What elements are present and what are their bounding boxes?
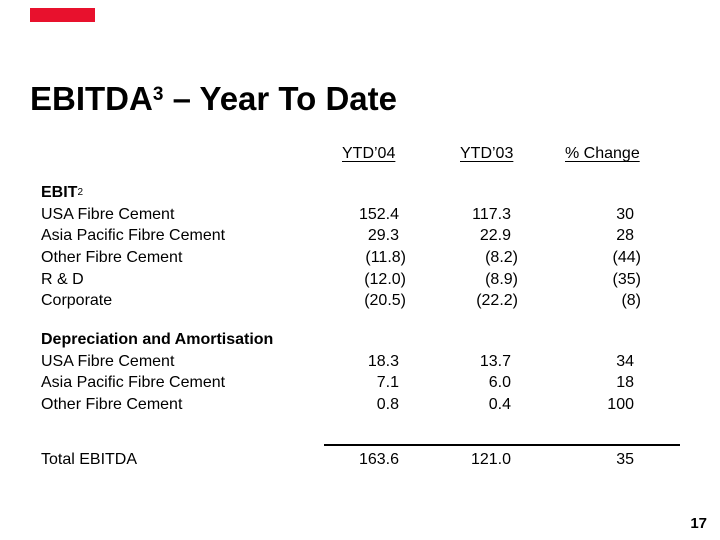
row-label: Other Fibre Cement [41,249,183,267]
total-row: Total EBITDA 163.6 121.0 35 [41,449,641,471]
value-ytd04: (12.0) [315,269,406,291]
value-ytd04: 7.1 [315,372,406,394]
value-text: (12.0) [364,270,406,288]
value-text: (22.2) [476,292,518,310]
value-text: 0.8 [376,396,399,414]
total-divider-line [324,444,680,446]
value-text: 117.3 [472,205,511,223]
table-row: USA Fibre Cement 152.4 117.3 30 [41,204,641,226]
value-text: (11.8) [365,249,406,267]
value-text: 6.0 [488,374,511,392]
row-label: Asia Pacific Fibre Cement [41,374,226,392]
row-label: USA Fibre Cement [41,352,175,370]
value-ytd03: 117.3 [406,204,518,226]
column-header-ytd03: YTD’03 [460,145,514,162]
section-rows: USA Fibre Cement 152.4 117.3 30 Asia Pac… [41,204,641,312]
value-pct-change: 34 [518,351,641,373]
row-label: Asia Pacific Fibre Cement [41,227,226,245]
table-row: Corporate (20.5) (22.2) (8) [41,290,641,312]
value-text: (8.9) [485,270,518,288]
value-ytd04: 163.6 [315,449,406,471]
value-text: 29.3 [367,227,399,245]
value-ytd03: (8.2) [406,247,518,269]
total-row-container: Total EBITDA 163.6 121.0 35 [41,449,641,471]
value-text: (8) [621,292,641,310]
value-ytd03: (8.9) [406,269,518,291]
value-text: (44) [612,249,641,267]
page-number: 17 [690,515,707,532]
value-ytd03: 121.0 [406,449,518,471]
value-text: 163.6 [358,451,399,468]
value-pct-change: 30 [518,204,641,226]
section-heading: Depreciation and Amortisation [41,329,641,351]
section-heading-text: EBIT [41,184,78,201]
value-ytd04: 0.8 [315,394,406,416]
value-text: 152.4 [358,205,399,223]
value-ytd04: 29.3 [315,225,406,247]
table-row: Other Fibre Cement (11.8) (8.2) (44) [41,247,641,269]
slide-accent-bar [30,8,95,22]
value-text: 35 [616,451,634,468]
value-text: 18 [616,374,634,392]
value-ytd03: 22.9 [406,225,518,247]
table-row: Other Fibre Cement 0.8 0.4 100 [41,394,641,416]
value-text: (35) [612,270,641,288]
row-label: USA Fibre Cement [41,205,175,223]
title-suffix: – Year To Date [163,80,397,117]
value-text: (8.2) [485,249,518,267]
value-text: 28 [616,227,634,245]
value-text: 22.9 [479,227,511,245]
table-row: Asia Pacific Fibre Cement 7.1 6.0 18 [41,372,641,394]
title-text: EBITDA [30,80,153,117]
value-ytd03: (22.2) [406,290,518,312]
table-row: R & D (12.0) (8.9) (35) [41,269,641,291]
value-text: (20.5) [364,292,406,310]
section-heading-text: Depreciation and Amortisation [41,331,274,348]
section-heading: EBIT 2 [41,182,641,204]
slide-title: EBITDA3 – Year To Date [30,77,397,117]
value-ytd04: (11.8) [315,247,406,269]
value-pct-change: 18 [518,372,641,394]
section-depreciation-amortisation: Depreciation and Amortisation USA Fibre … [41,329,641,416]
table-row: USA Fibre Cement 18.3 13.7 34 [41,351,641,373]
value-ytd04: 152.4 [315,204,406,226]
value-text: 0.4 [488,396,511,414]
value-pct-change: 100 [518,394,641,416]
column-header-pct-change: % Change [565,145,640,162]
value-ytd03: 0.4 [406,394,518,416]
value-text: 34 [616,352,634,370]
value-text: 13.7 [479,352,511,370]
value-text: 18.3 [367,352,399,370]
value-pct-change: 35 [518,449,641,471]
row-label: Other Fibre Cement [41,396,183,414]
table-row: Asia Pacific Fibre Cement 29.3 22.9 28 [41,225,641,247]
value-text: 30 [616,205,634,223]
row-label: Corporate [41,292,113,310]
value-text: 121.0 [470,451,511,468]
value-pct-change: (35) [518,269,641,291]
section-heading-superscript: 2 [77,187,84,198]
value-text: 100 [607,396,634,414]
title-superscript: 3 [152,84,164,105]
row-label: Total EBITDA [41,451,138,468]
value-text: 7.1 [376,374,399,392]
value-ytd04: 18.3 [315,351,406,373]
value-pct-change: (8) [518,290,641,312]
section-rows: USA Fibre Cement 18.3 13.7 34 Asia Pacif… [41,351,641,416]
column-header-ytd04: YTD’04 [342,145,396,162]
section-ebit: EBIT 2 USA Fibre Cement 152.4 117.3 30 As… [41,182,641,312]
value-ytd04: (20.5) [315,290,406,312]
value-ytd03: 13.7 [406,351,518,373]
value-ytd03: 6.0 [406,372,518,394]
value-pct-change: (44) [518,247,641,269]
row-label: R & D [41,270,84,288]
value-pct-change: 28 [518,225,641,247]
